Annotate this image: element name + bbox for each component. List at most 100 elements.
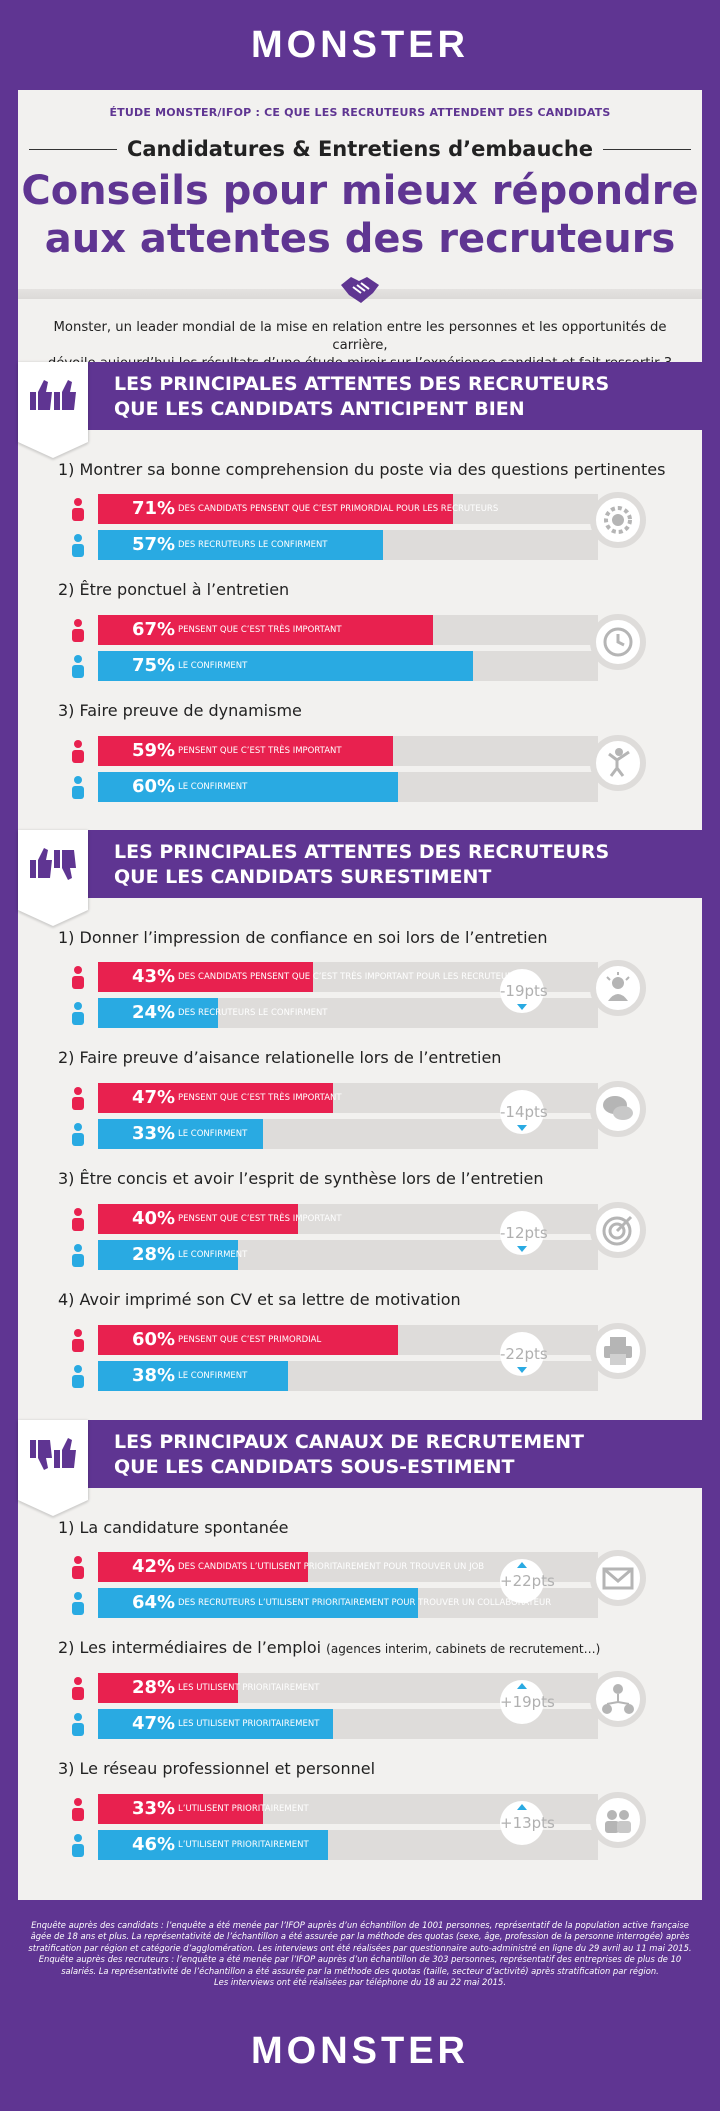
bar-percent: 59% <box>132 740 176 761</box>
icon-circle <box>590 614 646 670</box>
person-blue-icon <box>72 1713 84 1736</box>
bar-label: DES RECRUTEURS LE CONFIRMENT <box>178 1008 328 1018</box>
header: ÉTUDE MONSTER/IFOP : CE QUE LES RECRUTEU… <box>18 90 702 391</box>
person-red-icon <box>72 966 84 989</box>
bar-percent: 28% <box>132 1244 176 1265</box>
question: 2) Les intermédiaires de l’emploi (agenc… <box>58 1638 600 1657</box>
bar-label: LE CONFIRMENT <box>178 782 248 792</box>
bar-label: LE CONFIRMENT <box>178 1129 248 1139</box>
monster-logo-top: MONSTER <box>251 23 469 66</box>
difference-value: +13pts <box>500 1814 555 1832</box>
bar-label: PENSENT QUE C’EST PRIMORDIAL <box>178 1335 322 1345</box>
target-icon <box>602 1215 633 1246</box>
bar-fill-blue <box>98 1361 288 1391</box>
bar-percent: 64% <box>132 1592 176 1613</box>
section-2-band: LES PRINCIPALES ATTENTES DES RECRUTEURS … <box>18 830 702 910</box>
bar-label: L’UTILISENT PRIORITAIREMENT <box>178 1804 309 1814</box>
icon-circle <box>590 1550 646 1606</box>
thumbs-down-up-icon <box>30 1438 76 1470</box>
bar-track: 67% PENSENT QUE C’EST TRÈS IMPORTANT <box>98 615 598 645</box>
main-title-line-2: aux attentes des recruteurs <box>44 216 676 262</box>
section-title-line-1: LES PRINCIPAUX CANAUX DE RECRUTEMENT <box>114 1431 584 1453</box>
person-blue-icon <box>72 1592 84 1615</box>
question: 4) Avoir imprimé son CV et sa lettre de … <box>58 1290 461 1309</box>
stat-row-candidates: 67% PENSENT QUE C’EST TRÈS IMPORTANT <box>70 615 626 645</box>
stat-row-recruiters: 38% LE CONFIRMENT <box>70 1361 626 1391</box>
monster-logo-bottom: MONSTER <box>251 2030 469 2072</box>
person-blue-icon <box>72 655 84 678</box>
stat-row-candidates: 59% PENSENT QUE C’EST TRÈS IMPORTANT <box>70 736 626 766</box>
bar-fill-blue <box>98 772 398 802</box>
person-red-icon <box>72 1087 84 1110</box>
speech-bubbles-icon <box>603 1096 633 1120</box>
bar-percent: 67% <box>132 619 176 640</box>
person-red-icon <box>72 1677 84 1700</box>
bar-fill-blue <box>98 1588 418 1618</box>
bar-percent: 57% <box>132 534 176 555</box>
person-blue-icon <box>72 776 84 799</box>
main-title-line-1: Conseils pour mieux répondre <box>21 168 699 214</box>
stat-row-recruiters: 47% LES UTILISENT PRIORITAIREMENT <box>70 1709 626 1739</box>
bar-percent: 47% <box>132 1087 176 1108</box>
stat-row-candidates: 28% LES UTILISENT PRIORITAIREMENT <box>70 1673 626 1703</box>
content-panel: ÉTUDE MONSTER/IFOP : CE QUE LES RECRUTEU… <box>18 90 702 1900</box>
arrow-down-icon <box>517 1125 527 1131</box>
main-title: Conseils pour mieux répondre aux attente… <box>18 167 702 263</box>
bar-label: L’UTILISENT PRIORITAIREMENT <box>178 1840 309 1850</box>
bar-percent: 24% <box>132 1002 176 1023</box>
bar-label: LE CONFIRMENT <box>178 1250 248 1260</box>
thumbs-up-down-icon <box>30 848 76 880</box>
jumping-person-icon <box>608 748 630 777</box>
person-blue-icon <box>72 1365 84 1388</box>
person-red-icon <box>72 1329 84 1352</box>
difference-badge: -19pts <box>500 969 548 1013</box>
icon-circle <box>590 735 646 791</box>
bar-fill-blue <box>98 1240 238 1270</box>
bar-label: DES RECRUTEURS L’UTILISENT PRIORITAIREME… <box>178 1598 552 1608</box>
icon-circle <box>590 960 646 1016</box>
subtitle: Candidatures & Entretiens d’embauche <box>126 137 594 161</box>
intro-line-1: Monster, un leader mondial de la mise en… <box>53 320 667 353</box>
bar-label: PENSENT QUE C’EST TRÈS IMPORTANT <box>178 625 342 635</box>
bar-track: 28% LES UTILISENT PRIORITAIREMENT <box>98 1673 598 1703</box>
bar-track: 47% LES UTILISENT PRIORITAIREMENT <box>98 1709 598 1739</box>
stat-row-recruiters: 60% LE CONFIRMENT <box>70 772 626 802</box>
stat-row-recruiters: 46% L’UTILISENT PRIORITAIREMENT <box>70 1830 626 1860</box>
bar-fill-blue <box>98 998 218 1028</box>
bar-percent: 47% <box>132 1713 176 1734</box>
icon-circle <box>590 1202 646 1258</box>
bar-label: PENSENT QUE C’EST TRÈS IMPORTANT <box>178 746 342 756</box>
question: 3) Le réseau professionnel et personnel <box>58 1759 376 1778</box>
bar-track: 60% LE CONFIRMENT <box>98 772 598 802</box>
stat-row-candidates: 40% PENSENT QUE C’EST TRÈS IMPORTANT <box>70 1204 626 1234</box>
arrow-up-icon <box>517 1562 527 1568</box>
bar-fill-red <box>98 1083 333 1113</box>
question: 3) Être concis et avoir l’esprit de synt… <box>58 1169 544 1188</box>
bar-track: 71% DES CANDIDATS PENSENT QUE C’EST PRIM… <box>98 494 598 524</box>
icon-circle <box>590 1792 646 1848</box>
bar-fill-blue <box>98 1830 328 1860</box>
difference-value: -14pts <box>500 1103 548 1121</box>
difference-value: -19pts <box>500 982 548 1000</box>
icon-circle <box>590 1671 646 1727</box>
difference-value: -12pts <box>500 1224 548 1242</box>
section-title-line-1: LES PRINCIPALES ATTENTES DES RECRUTEURS <box>114 373 610 395</box>
bar-percent: 71% <box>132 498 176 519</box>
bar-track: 75% LE CONFIRMENT <box>98 651 598 681</box>
section-title-line-1: LES PRINCIPALES ATTENTES DES RECRUTEURS <box>114 841 610 863</box>
bar-fill-blue <box>98 651 473 681</box>
bar-percent: 46% <box>132 1834 176 1855</box>
stat-row-candidates: 71% DES CANDIDATS PENSENT QUE C’EST PRIM… <box>70 494 626 524</box>
footnote-interviews: Les interviews ont été réalisées par tél… <box>214 1977 506 1988</box>
bar-percent: 75% <box>132 655 176 676</box>
section-1-band: LES PRINCIPALES ATTENTES DES RECRUTEURS … <box>18 362 702 442</box>
network-icon <box>602 1684 634 1714</box>
bar-fill-blue <box>98 530 383 560</box>
stat-row-candidates: 33% L’UTILISENT PRIORITAIREMENT <box>70 1794 626 1824</box>
bar-fill-red <box>98 1325 398 1355</box>
top-bar: MONSTER <box>0 0 720 90</box>
bar-label: LE CONFIRMENT <box>178 661 248 671</box>
bar-label: LES UTILISENT PRIORITAIREMENT <box>178 1683 320 1693</box>
question: 2) Faire preuve d’aisance relationelle l… <box>58 1048 502 1067</box>
section-title: LES PRINCIPALES ATTENTES DES RECRUTEURS … <box>114 372 609 422</box>
